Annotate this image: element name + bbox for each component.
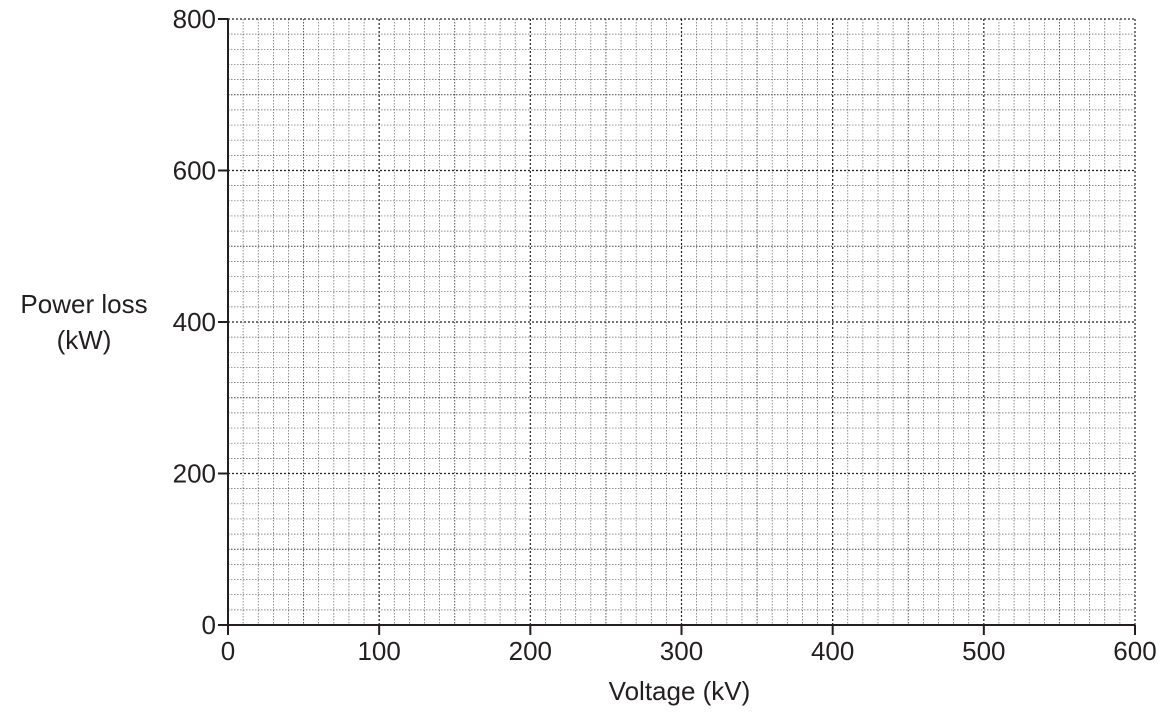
- x-axis-label: Voltage (kV): [609, 676, 751, 706]
- y-tick-label: 400: [173, 307, 216, 337]
- axis-labels: Voltage (kV) Power loss (kW): [20, 289, 750, 706]
- x-tick-label: 300: [660, 636, 703, 666]
- y-tick-label: 0: [202, 610, 216, 640]
- y-axis-label-line-1: Power loss: [20, 289, 147, 319]
- ticks: 0 100 200 300 400 500 600 0 200 400 600 800: [173, 4, 1157, 666]
- x-tick-label: 400: [811, 636, 854, 666]
- x-tick-label: 600: [1113, 636, 1156, 666]
- y-tick-label: 800: [173, 4, 216, 34]
- y-tick-label: 200: [173, 459, 216, 489]
- x-tick-label: 500: [962, 636, 1005, 666]
- x-tick-label: 200: [509, 636, 552, 666]
- x-tick-label: 100: [357, 636, 400, 666]
- y-tick-label: 600: [173, 156, 216, 186]
- y-axis-label-line-2: (kW): [57, 325, 112, 355]
- axes: [218, 19, 1135, 635]
- x-tick-label: 0: [221, 636, 235, 666]
- grid: [228, 18, 1136, 625]
